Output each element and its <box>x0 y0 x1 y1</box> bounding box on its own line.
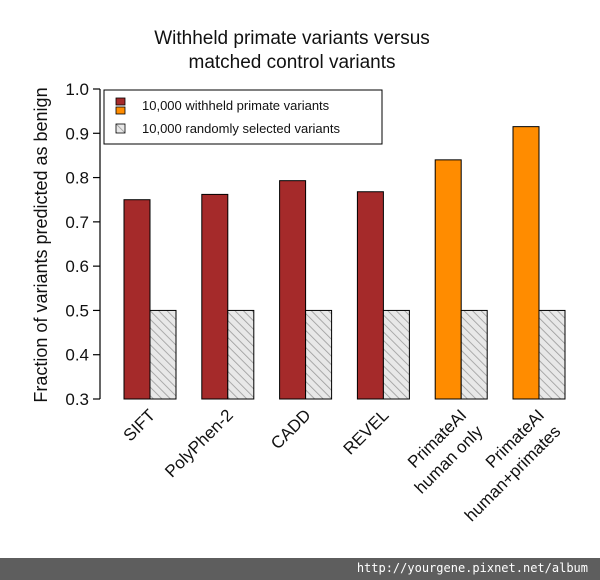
legend-swatch-primate-orange <box>115 106 126 115</box>
category-label-line: PolyPhen-2 <box>161 406 237 482</box>
bar-withheld <box>201 193 229 400</box>
y-tick-label: 1.0 <box>65 80 89 99</box>
category-label: SIFT <box>120 406 159 445</box>
category-label: PolyPhen-2 <box>161 406 237 482</box>
bars <box>123 126 566 400</box>
legend: 10,000 withheld primate variants 10,000 … <box>103 89 383 145</box>
category-label-line: SIFT <box>120 406 159 445</box>
bar-random <box>227 309 255 400</box>
bar-random <box>149 309 177 400</box>
y-tick-label: 0.5 <box>65 301 89 320</box>
category-label-line: REVEL <box>340 406 393 459</box>
y-tick-label: 0.9 <box>65 124 89 143</box>
chart: Withheld primate variants versus matched… <box>31 28 566 526</box>
bar-random <box>382 309 410 400</box>
legend-label-random: 10,000 randomly selected variants <box>142 121 341 136</box>
bar-withheld <box>123 199 151 400</box>
category-label: REVEL <box>340 406 393 459</box>
legend-label-withheld: 10,000 withheld primate variants <box>142 98 330 113</box>
category-label: CADD <box>267 406 314 453</box>
chart-title-line-1: Withheld primate variants versus <box>154 28 430 49</box>
y-axis: 0.3 0.4 0.5 0.6 0.7 0.8 0.9 1.0 <box>65 80 101 409</box>
bar-withheld <box>279 180 307 400</box>
chart-title-line-2: matched control variants <box>189 52 396 73</box>
y-tick-label: 0.3 <box>65 390 89 409</box>
bar-withheld <box>434 159 462 400</box>
legend-swatch-random <box>115 123 126 134</box>
y-tick-label: 0.8 <box>65 169 89 188</box>
bar-random <box>305 309 333 400</box>
y-tick-label: 0.4 <box>65 346 89 365</box>
bar-random <box>460 309 488 400</box>
bar-withheld <box>356 191 384 400</box>
watermark-text: http://yourgene.pixnet.net/album <box>356 561 588 575</box>
y-axis-label: Fraction of variants predicted as benign <box>31 87 51 402</box>
y-tick-label: 0.6 <box>65 257 89 276</box>
y-tick-label: 0.7 <box>65 213 89 232</box>
bar-random <box>538 309 566 400</box>
legend-swatch-primate-red <box>115 97 126 106</box>
bar-withheld <box>512 126 540 400</box>
watermark-bar: http://yourgene.pixnet.net/album <box>0 558 600 580</box>
legend-box <box>103 89 383 145</box>
category-label-line: CADD <box>267 406 314 453</box>
